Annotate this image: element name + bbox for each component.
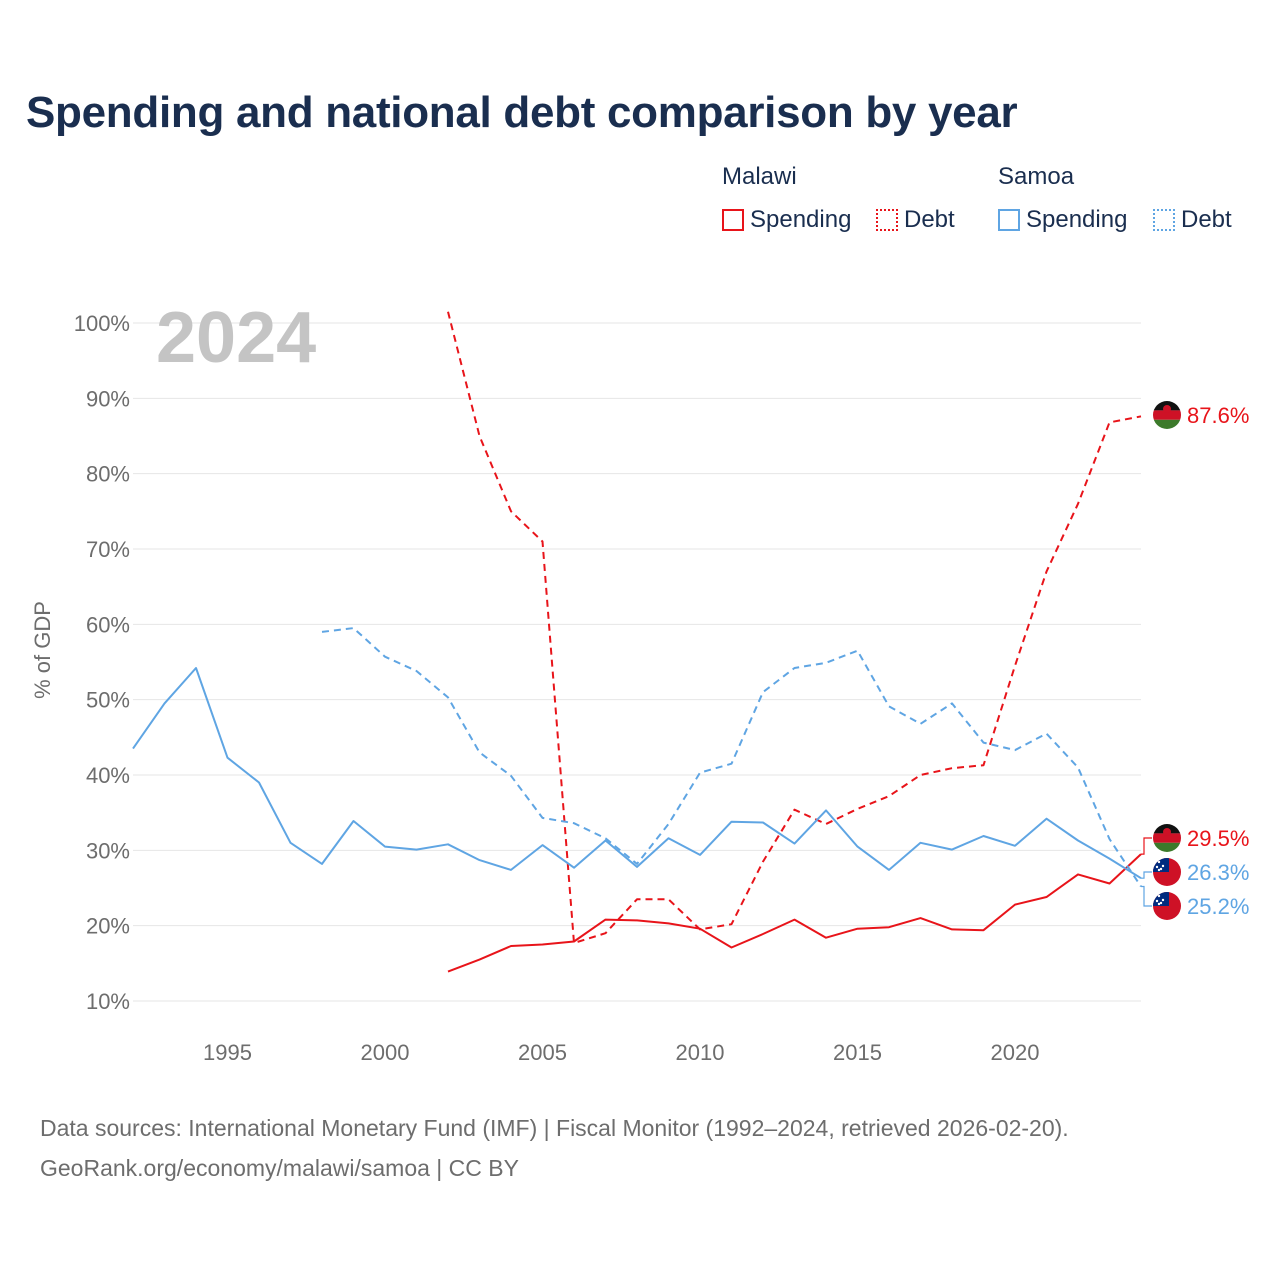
y-tick-label: 40% — [86, 763, 130, 788]
legend-samoa-spending[interactable]: Spending — [998, 204, 1127, 236]
y-axis: 10% 20% 30% 40% 50% 60% 70% 80% 90% 100% — [74, 311, 130, 1014]
y-tick-label: 10% — [86, 989, 130, 1014]
series-samoa-spending[interactable] — [132, 667, 1142, 880]
legend-swatch-dotted-icon — [1153, 209, 1175, 231]
end-value-label: 29.5% — [1187, 826, 1249, 851]
legend-country-samoa: Samoa — [998, 163, 1075, 190]
legend-swatch-solid-icon — [998, 209, 1020, 231]
y-tick-label: 90% — [86, 386, 130, 411]
year-watermark: 2024 — [156, 298, 316, 378]
series — [132, 311, 1142, 973]
samoa-flag-icon — [1153, 892, 1181, 920]
malawi-flag-icon — [1153, 401, 1181, 429]
malawi-flag-icon — [1153, 824, 1181, 852]
legend-malawi-debt[interactable]: Debt — [876, 204, 955, 236]
end-label-connector — [1141, 837, 1152, 855]
y-tick-label: 80% — [86, 462, 130, 487]
x-tick-label: 2020 — [991, 1040, 1040, 1065]
y-tick-label: 30% — [86, 838, 130, 863]
end-label-connector — [1141, 885, 1152, 907]
end-label-connector — [1141, 871, 1152, 879]
y-tick-label: 100% — [74, 311, 130, 336]
legend-swatch-solid-icon — [722, 209, 744, 231]
series-malawi-debt[interactable] — [447, 311, 1142, 944]
sources: Data sources: International Monetary Fun… — [40, 1108, 1069, 1188]
y-tick-label: 70% — [86, 537, 130, 562]
legend-swatch-dotted-icon — [876, 209, 898, 231]
legend-label: Spending — [1026, 206, 1128, 233]
y-tick-label: 50% — [86, 688, 130, 713]
x-tick-label: 1995 — [203, 1040, 252, 1065]
x-tick-label: 2010 — [676, 1040, 725, 1065]
chart-title: Spending and national debt comparison by… — [26, 88, 1018, 137]
sources-line-1: Data sources: International Monetary Fun… — [40, 1115, 1069, 1141]
legend-country-malawi: Malawi — [722, 163, 797, 190]
series-samoa-debt[interactable] — [321, 627, 1142, 888]
x-tick-label: 2015 — [833, 1040, 882, 1065]
end-labels: 87.6% 29.5% 26.3% 25.2% — [1141, 401, 1249, 920]
legend-malawi-spending[interactable]: Spending — [722, 204, 851, 236]
grid — [133, 322, 1141, 1002]
legend-label: Spending — [750, 206, 852, 233]
sources-line-2: GeoRank.org/economy/malawi/samoa | CC BY — [40, 1155, 519, 1181]
legend-label: Debt — [904, 206, 955, 233]
x-tick-label: 2005 — [518, 1040, 567, 1065]
legend-samoa-debt[interactable]: Debt — [1153, 204, 1232, 236]
y-axis-label: % of GDP — [30, 601, 55, 699]
x-tick-label: 2000 — [361, 1040, 410, 1065]
end-value-label: 87.6% — [1187, 403, 1249, 428]
legend-label: Debt — [1181, 206, 1232, 233]
y-tick-label: 20% — [86, 914, 130, 939]
series-malawi-spending[interactable] — [447, 853, 1142, 973]
end-value-label: 26.3% — [1187, 860, 1249, 885]
y-tick-label: 60% — [86, 612, 130, 637]
x-axis: 1995 2000 2005 2010 2015 2020 — [203, 1040, 1039, 1065]
samoa-flag-icon — [1153, 858, 1181, 886]
end-value-label: 25.2% — [1187, 894, 1249, 919]
